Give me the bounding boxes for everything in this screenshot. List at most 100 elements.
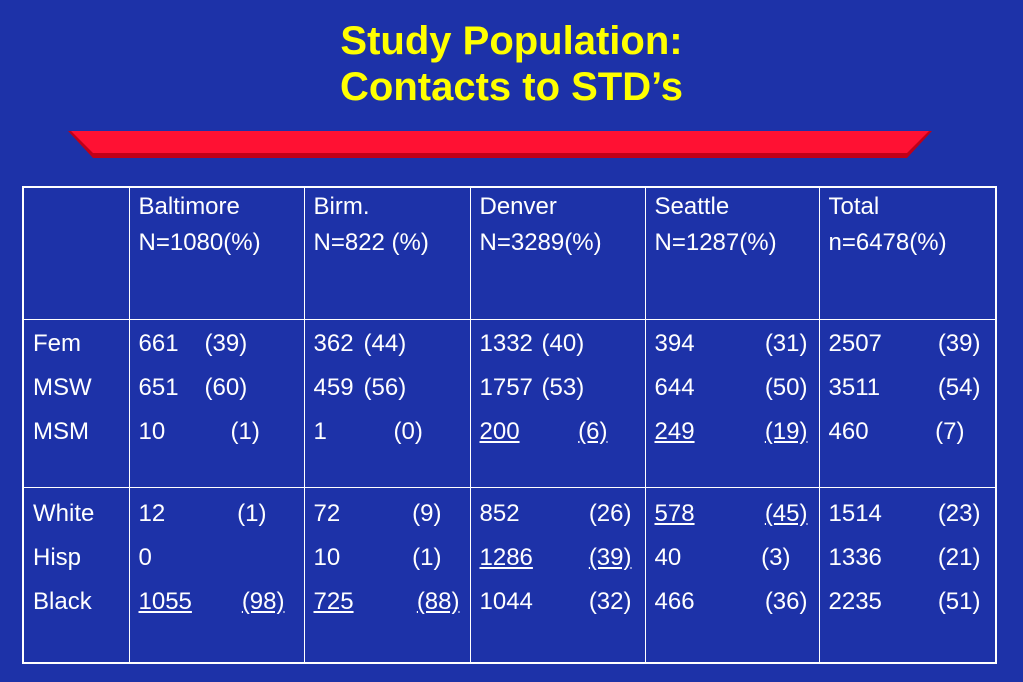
percent-value: (56) — [363, 374, 407, 401]
count-value: 460 — [828, 418, 869, 445]
percent-value: (44) — [363, 330, 407, 357]
value-line: 3511 (54) — [829, 366, 981, 410]
header-site-name: Seattle — [654, 193, 730, 220]
percent-value: (3) — [761, 544, 791, 571]
percent-value: (21) — [937, 544, 981, 571]
percent-value: (53) — [541, 374, 585, 401]
percent-value: (0) — [393, 418, 423, 445]
percent-value: (26) — [588, 500, 632, 527]
value-line: 249 (19) — [655, 410, 808, 454]
header-site-n: n=6478(%) — [828, 229, 947, 256]
percent-value: (1) — [230, 418, 260, 445]
value-line: 2235 (51) — [829, 580, 981, 624]
percent-value: (1) — [412, 544, 442, 571]
percent-value: (88) — [416, 588, 460, 615]
row-label-fem: Fem — [33, 330, 81, 357]
count-value: 644 — [654, 374, 695, 401]
count-value: 1044 — [479, 588, 533, 615]
data-cell-total: 2507 (39) 3511 (54) 460 (7) — [818, 319, 997, 488]
count-value: 394 — [654, 330, 695, 357]
count-value: 2507 — [828, 330, 882, 357]
count-value: 1757 — [479, 374, 533, 401]
percent-value: (7) — [935, 418, 965, 445]
percent-value: (50) — [764, 374, 808, 401]
percent-value: (36) — [764, 588, 808, 615]
percent-value: (23) — [937, 500, 981, 527]
data-cell-seattle: 394 (31) 644 (50) 249 (19) — [644, 319, 820, 488]
count-value: 2235 — [828, 588, 882, 615]
value-line: 12 (1) — [139, 492, 267, 536]
value-line: 578 (45) — [655, 492, 808, 536]
count-value: 651 — [138, 374, 179, 401]
value-line: 1332 (40) — [480, 322, 645, 366]
table-row-risk-group: Fem MSW MSM 661 (39) 651 (60) 10 (1) 362… — [22, 319, 997, 488]
value-line: 394 (31) — [655, 322, 808, 366]
data-cell-birm: 72 (9) 10 (1) 725 (88) — [303, 487, 471, 664]
header-site-name: Denver — [479, 193, 557, 220]
row-label-cell: White Hisp Black — [22, 487, 130, 664]
count-value: 1286 — [479, 544, 533, 571]
count-value: 459 — [313, 374, 354, 401]
percent-value: (32) — [588, 588, 632, 615]
percent-value: (31) — [764, 330, 808, 357]
value-line: 1336 (21) — [829, 536, 981, 580]
slide-title-line-2: Contacts to STD’s — [340, 65, 683, 109]
value-line: 362 (44) — [314, 322, 470, 366]
percent-value: (9) — [412, 500, 442, 527]
count-value: 1514 — [828, 500, 882, 527]
row-label-black: Black — [33, 588, 92, 615]
percent-value: (39) — [204, 330, 248, 357]
header-cell-denver: Denver N=3289(%) — [469, 186, 646, 320]
percent-value: (54) — [937, 374, 981, 401]
count-value: 0 — [138, 544, 152, 571]
value-line: 1286 (39) — [480, 536, 632, 580]
value-line: 200 (6) — [480, 410, 608, 454]
count-value: 10 — [313, 544, 341, 571]
count-value: 578 — [654, 500, 695, 527]
count-value: 10 — [138, 418, 166, 445]
count-value: 200 — [479, 418, 520, 445]
value-line: 2507 (39) — [829, 322, 981, 366]
data-cell-total: 1514 (23) 1336 (21) 2235 (51) — [818, 487, 997, 664]
header-cell-birm: Birm. N=822 (%) — [303, 186, 471, 320]
header-site-n: N=1080(%) — [138, 229, 261, 256]
data-cell-seattle: 578 (45) 40 (3) 466 (36) — [644, 487, 820, 664]
value-line: 1514 (23) — [829, 492, 981, 536]
count-value: 1055 — [138, 588, 192, 615]
value-line: 725 (88) — [314, 580, 460, 624]
header-site-name: Baltimore — [138, 193, 240, 220]
row-label-cell: Fem MSW MSM — [22, 319, 130, 488]
header-corner-cell — [22, 186, 130, 320]
value-line: 10 (1) — [139, 410, 304, 454]
value-line: 10 (1) — [314, 536, 442, 580]
count-value: 466 — [654, 588, 695, 615]
header-site-name: Birm. — [313, 193, 370, 220]
count-value: 1 — [313, 418, 327, 445]
value-line: 644 (50) — [655, 366, 808, 410]
value-line: 460 (7) — [829, 410, 965, 454]
header-cell-seattle: Seattle N=1287(%) — [644, 186, 820, 320]
data-cell-baltimore: 12 (1) 0 1055 (98) — [128, 487, 305, 664]
value-line: 1 (0) — [314, 410, 470, 454]
title-divider-bar — [68, 131, 932, 158]
header-site-n: N=1287(%) — [654, 229, 777, 256]
data-cell-denver: 852 (26) 1286 (39) 1044 (32) — [469, 487, 646, 664]
header-site-name: Total — [828, 193, 880, 220]
count-value: 12 — [138, 500, 166, 527]
header-cell-baltimore: Baltimore N=1080(%) — [128, 186, 305, 320]
value-line: 1044 (32) — [480, 580, 632, 624]
percent-value: (39) — [588, 544, 632, 571]
data-cell-baltimore: 661 (39) 651 (60) 10 (1) — [128, 319, 305, 488]
value-line: 1055 (98) — [139, 580, 285, 624]
value-line: 0 — [139, 536, 267, 580]
count-value: 362 — [313, 330, 354, 357]
count-value: 249 — [654, 418, 695, 445]
count-value: 40 — [654, 544, 682, 571]
percent-value: (40) — [541, 330, 585, 357]
row-label-msw: MSW — [33, 374, 92, 401]
count-value: 1336 — [828, 544, 882, 571]
percent-value: (60) — [204, 374, 248, 401]
value-line: 466 (36) — [655, 580, 808, 624]
study-population-table: Baltimore N=1080(%) Birm. N=822 (%) Denv… — [22, 186, 997, 664]
value-line: 40 (3) — [655, 536, 791, 580]
